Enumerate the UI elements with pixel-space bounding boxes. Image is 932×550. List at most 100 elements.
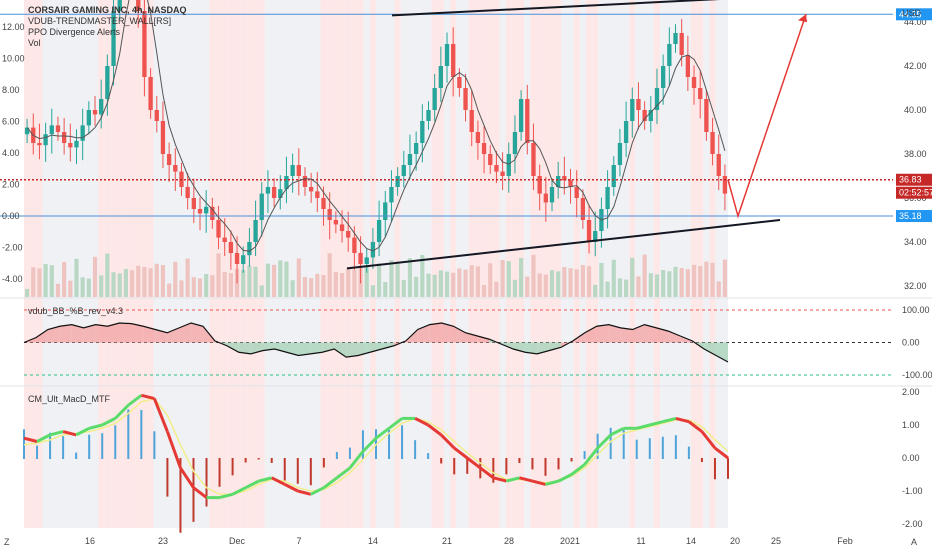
macd-line-segment bbox=[466, 456, 482, 470]
candle-body bbox=[543, 193, 548, 203]
bb-pane-title[interactable]: vdub_BB_%B_rev_v4.3 bbox=[28, 306, 123, 316]
volume-bar bbox=[364, 266, 369, 297]
axes: 44.0042.0040.0038.0036.0034.0032.0012.00… bbox=[2, 8, 932, 546]
overlays bbox=[0, 0, 893, 270]
session-band bbox=[48, 0, 55, 528]
session-band bbox=[203, 0, 210, 528]
volume-bar bbox=[691, 264, 697, 297]
session-band bbox=[437, 0, 444, 528]
session-band bbox=[85, 0, 92, 528]
volume-bar bbox=[667, 271, 672, 297]
candle-body bbox=[494, 165, 499, 172]
candle-body bbox=[173, 165, 178, 172]
session-band bbox=[561, 0, 568, 528]
price-axis-label: 32.00 bbox=[904, 281, 927, 291]
macd-histogram-bar bbox=[322, 458, 325, 468]
auto-scale-button[interactable]: A bbox=[911, 537, 917, 547]
macd-histogram-bar bbox=[49, 432, 52, 459]
bb-fill bbox=[358, 342, 371, 356]
candle-body bbox=[568, 180, 573, 187]
indicator-legend-2[interactable]: PPO Divergence Alerts bbox=[28, 27, 121, 37]
volume-bar bbox=[62, 262, 67, 297]
zoom-reset-button[interactable]: Z bbox=[4, 537, 10, 547]
macd-pane-title[interactable]: CM_Ult_MacD_MTF bbox=[28, 394, 111, 404]
session-band bbox=[697, 0, 704, 528]
session-band bbox=[660, 0, 667, 528]
macd-line-segment bbox=[714, 446, 729, 460]
bb-pane bbox=[0, 297, 932, 376]
volume-bar bbox=[568, 268, 573, 297]
upper-trendline bbox=[391, 0, 721, 17]
session-band bbox=[573, 0, 580, 528]
bb-fill bbox=[143, 326, 156, 343]
candle-body bbox=[358, 253, 363, 264]
bb-line bbox=[23, 322, 729, 363]
candle-body bbox=[679, 33, 684, 55]
indicator-legend-1[interactable]: VDUB-TRENDMASTER_WALL[RS] bbox=[28, 16, 171, 26]
volume-bar bbox=[241, 270, 246, 297]
volume-bar bbox=[327, 253, 332, 297]
bb-fill bbox=[656, 327, 669, 343]
macd-axis-label: 0.00 bbox=[902, 453, 920, 463]
resistance-price-tag-bg bbox=[896, 8, 932, 21]
macd-line-segment bbox=[700, 430, 717, 450]
volume-bar bbox=[605, 281, 610, 297]
macd-line-segment bbox=[532, 479, 546, 486]
indicator-legend-3[interactable]: Vol bbox=[28, 38, 41, 48]
session-band bbox=[147, 0, 154, 528]
macd-histogram-bar bbox=[635, 439, 638, 459]
candle-body bbox=[308, 187, 314, 192]
price-axis-label: 42.00 bbox=[904, 61, 927, 71]
bb-fill bbox=[477, 336, 490, 343]
macd-histogram-bar bbox=[687, 446, 690, 459]
volume-bar bbox=[92, 256, 98, 297]
bb-fill bbox=[608, 324, 621, 343]
candle-body bbox=[537, 176, 542, 194]
time-axis-label: 20 bbox=[730, 536, 740, 546]
volume-bar bbox=[321, 275, 326, 297]
macd-line-segment bbox=[427, 423, 443, 437]
volume-bar bbox=[599, 263, 604, 297]
macd-histogram-bar bbox=[114, 425, 117, 459]
bar-countdown-tag: 02:52:57 bbox=[899, 188, 932, 198]
price-axis-label: 34.00 bbox=[904, 237, 927, 247]
projection-arrow bbox=[727, 14, 807, 219]
session-band bbox=[462, 0, 469, 528]
macd-histogram-bar bbox=[609, 427, 612, 459]
bb-fill bbox=[119, 323, 132, 343]
candle-body bbox=[80, 125, 85, 141]
volume-bar bbox=[339, 273, 345, 297]
bb-fill bbox=[668, 331, 681, 343]
session-band bbox=[623, 0, 630, 528]
bb-axis-label: 0.00 bbox=[902, 338, 920, 348]
session-band bbox=[413, 0, 420, 528]
volume-bar bbox=[370, 285, 375, 297]
candle-body bbox=[716, 154, 721, 176]
volume-bars bbox=[25, 253, 727, 297]
candle-body bbox=[722, 176, 728, 194]
macd-histogram-bar bbox=[622, 429, 625, 459]
macd-line-segment bbox=[192, 486, 208, 499]
bb-fill bbox=[107, 323, 120, 343]
volume-bar bbox=[444, 271, 450, 297]
macd-histogram-bar bbox=[348, 447, 351, 459]
macd-histogram-bar bbox=[335, 452, 338, 459]
macd-axis-label: -1.00 bbox=[902, 486, 923, 496]
candle-body bbox=[111, 11, 116, 66]
session-band bbox=[635, 0, 642, 528]
macd-line-segment bbox=[322, 476, 338, 489]
volume-bar bbox=[290, 280, 295, 297]
candle-body bbox=[580, 198, 586, 220]
bb-fill bbox=[584, 326, 597, 343]
session-band bbox=[443, 0, 451, 528]
volume-bar bbox=[259, 285, 264, 297]
projection-arrowhead bbox=[798, 14, 807, 23]
candle-body bbox=[549, 187, 555, 203]
volume-bar bbox=[624, 279, 629, 297]
macd-histogram-bar bbox=[427, 453, 430, 459]
candle-body bbox=[691, 77, 697, 88]
candle-body bbox=[136, 0, 141, 11]
candle-body bbox=[673, 33, 678, 44]
session-band bbox=[672, 0, 679, 528]
